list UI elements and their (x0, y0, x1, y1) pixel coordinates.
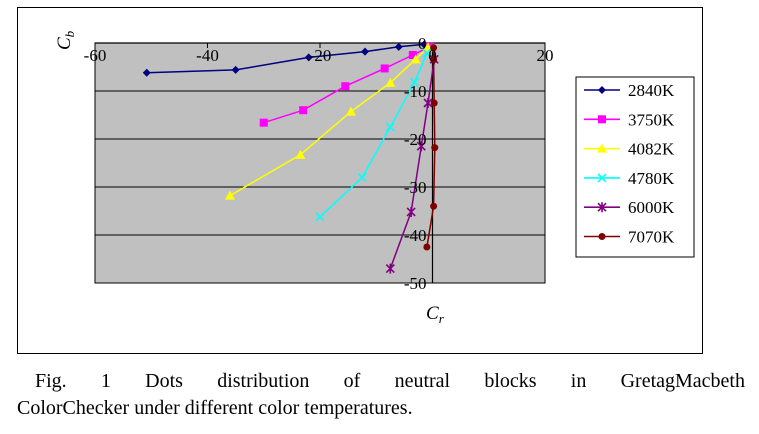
y-axis-label: Cb (54, 30, 77, 50)
legend-item-7070K: 7070K (584, 228, 675, 247)
figure-caption: Fig. 1 Dots distribution of neutral bloc… (17, 368, 745, 422)
data-point-7070K (430, 56, 438, 64)
data-point-6000K (416, 141, 426, 152)
x-tick-label: 0 (428, 46, 437, 65)
y-tick-label: 0 (418, 34, 427, 53)
series-4780K (315, 48, 432, 222)
legend-swatch-marker (597, 143, 607, 153)
legend-label: 4780K (628, 169, 675, 188)
data-point-2840K (394, 42, 403, 51)
data-point-3750K (341, 82, 350, 91)
legend-swatch-marker (597, 173, 607, 183)
legend-label: 6000K (628, 198, 675, 217)
data-point-3750K (380, 64, 389, 73)
x-axis-label: Cr (426, 303, 445, 326)
series-layer (142, 40, 439, 274)
x-tick-label: 20 (537, 46, 554, 65)
data-point-6000K (385, 263, 395, 274)
data-point-4780K (409, 77, 420, 87)
data-point-7070K (430, 44, 438, 52)
series-7070K (423, 44, 439, 251)
tick-labels: -60 -40 -20 0 200-10-20-30-40-50 (84, 34, 554, 293)
y-tick-label: -40 (404, 226, 427, 245)
legend: 2840K 3750K 4082K 4780K 6000K 7070K (575, 76, 695, 258)
x-axis-label-sub: r (439, 311, 445, 326)
legend-swatch-marker (598, 115, 606, 124)
data-point-2840K (361, 47, 369, 56)
data-point-4780K (357, 172, 367, 182)
data-point-2840K (231, 65, 240, 74)
legend-label: 4082K (628, 140, 675, 159)
data-point-4780K (385, 122, 395, 132)
x-axis-label-main: C (426, 303, 439, 324)
legend-item-2840K: 2840K (584, 81, 675, 100)
legend-swatch-marker (598, 86, 606, 94)
axes (94, 42, 546, 284)
legend-label: 2840K (628, 81, 675, 100)
x-tick-label: -60 (84, 46, 107, 65)
plot-area (94, 42, 546, 284)
legend-item-4082K: 4082K (584, 140, 675, 159)
data-point-7070K (423, 243, 431, 251)
legend-label: 3750K (628, 110, 675, 129)
data-point-4082K (410, 54, 421, 64)
y-tick-label: -20 (404, 130, 427, 149)
x-tick-label: -20 (309, 46, 332, 65)
data-point-3750K (299, 106, 308, 115)
legend-item-4780K: 4780K (584, 169, 675, 188)
data-point-4082K (385, 77, 396, 87)
data-point-7070K (430, 99, 438, 107)
data-point-4082K (295, 149, 306, 159)
y-axis-label-main: C (54, 37, 75, 50)
data-point-4082K (225, 190, 235, 200)
data-point-2840K (142, 68, 151, 77)
y-tick-label: -50 (404, 274, 427, 293)
data-point-4780K (315, 212, 325, 222)
legend-swatch-marker (598, 233, 606, 240)
legend-swatch-marker (597, 202, 607, 213)
data-point-3750K (259, 118, 268, 127)
data-point-7070K (431, 144, 439, 152)
series-4082K (225, 42, 433, 200)
caption-line-1: Fig. 1 Dots distribution of neutral bloc… (35, 370, 745, 392)
y-tick-label: -10 (404, 82, 427, 101)
legend-item-6000K: 6000K (584, 198, 675, 217)
data-point-6000K (406, 206, 416, 217)
y-axis-label-sub: b (62, 30, 77, 37)
legend-item-3750K: 3750K (584, 110, 675, 129)
x-tick-label: -40 (196, 46, 219, 65)
gridlines (95, 90, 545, 236)
figure-frame (17, 7, 703, 354)
data-point-3750K (408, 51, 417, 59)
series-line-2840K (146, 43, 425, 74)
data-point-6000K (423, 98, 433, 108)
data-point-2840K (304, 53, 313, 62)
y-tick-label: -30 (404, 178, 427, 197)
data-point-7070K (430, 202, 438, 210)
caption-line-2: ColorChecker under different color tempe… (17, 397, 413, 419)
series-line-4082K (229, 46, 429, 197)
legend-label: 7070K (628, 228, 675, 247)
data-point-4082K (345, 106, 356, 116)
data-point-4780K (422, 48, 432, 58)
